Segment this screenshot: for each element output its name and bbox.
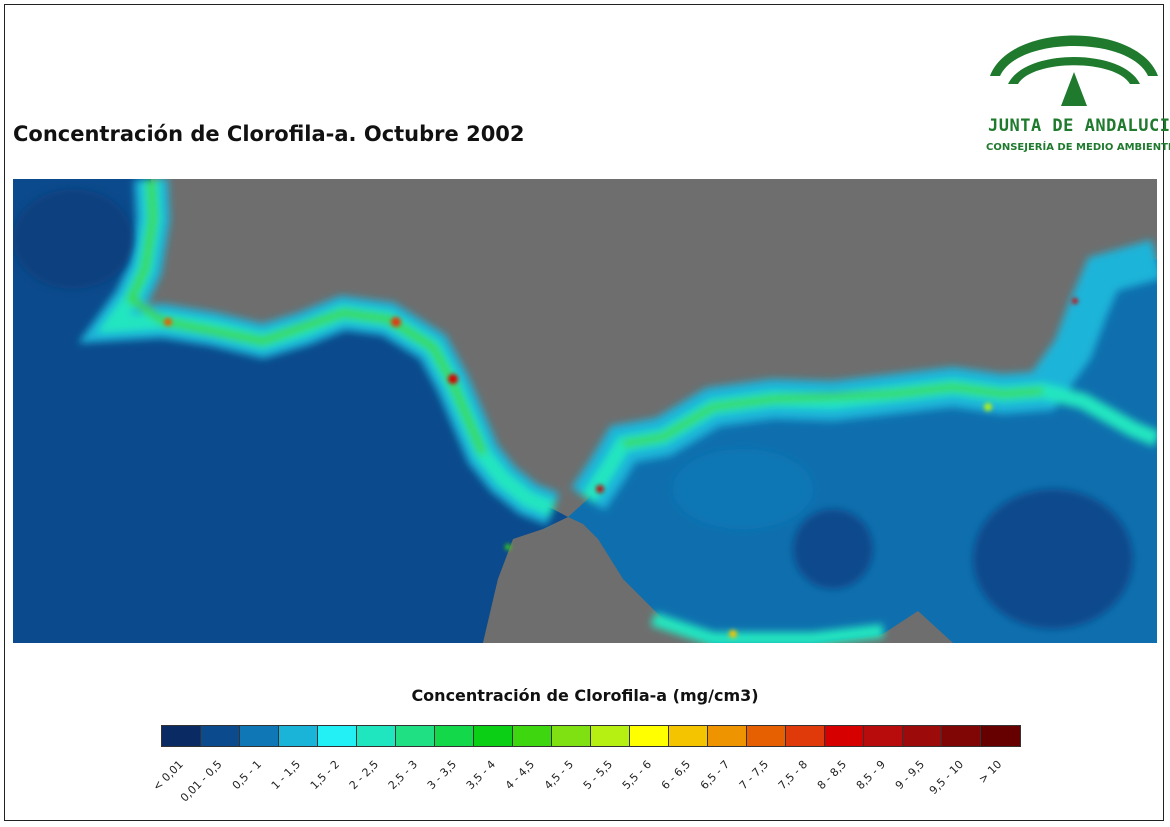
legend-swatch (279, 726, 318, 746)
legend-swatch (825, 726, 864, 746)
legend-swatch (903, 726, 942, 746)
legend-color-scale (161, 725, 1021, 747)
legend-class-label: 9 - 9,5 (892, 757, 927, 793)
legend-swatch (474, 726, 513, 746)
legend-class-label: 7 - 7,5 (736, 757, 771, 793)
legend-swatch (942, 726, 981, 746)
legend-swatch (240, 726, 279, 746)
legend-class-label: 8 - 8,5 (814, 757, 849, 793)
coastal-bloom-mediterranean (571, 239, 1157, 643)
legend-class-label: 8,5 - 9 (853, 757, 888, 793)
legend-class-label: 2,5 - 3 (385, 757, 420, 793)
junta-logo: JUNTA DE ANDALUCIA CONSEJERÍA DE MEDIO A… (980, 14, 1170, 164)
legend-class-label: 4,5 - 5 (541, 757, 576, 793)
junta-arch-emblem-icon (990, 35, 1158, 106)
legend-class-label: 0,5 - 1 (229, 757, 264, 793)
legend-swatch (630, 726, 669, 746)
legend-class-label: 6 - 6,5 (658, 757, 693, 793)
legend-swatch (981, 726, 1020, 746)
legend-class-label: 6,5 - 7 (697, 757, 732, 793)
legend-class-label: 2 - 2,5 (346, 757, 381, 793)
chlorophyll-map (13, 179, 1157, 643)
legend-class-label: 4 - 4,5 (502, 757, 537, 793)
chlorophyll-hotspots (164, 298, 1078, 638)
legend-swatch (435, 726, 474, 746)
legend-swatch (201, 726, 240, 746)
legend-swatch (396, 726, 435, 746)
legend-class-label: 3 - 3,5 (424, 757, 459, 793)
legend-swatch (786, 726, 825, 746)
legend-class-label: 9,5 - 10 (926, 757, 966, 798)
map-title: Concentración de Clorofila-a. Octubre 20… (13, 122, 525, 146)
legend-class-label: > 10 (975, 757, 1004, 786)
legend-swatch (513, 726, 552, 746)
legend-swatch (669, 726, 708, 746)
legend-swatch (162, 726, 201, 746)
legend-swatch (708, 726, 747, 746)
legend-title: Concentración de Clorofila-a (mg/cm3) (411, 686, 759, 705)
legend-class-label: 3,5 - 4 (463, 757, 498, 793)
legend-class-label: 1,5 - 2 (307, 757, 342, 793)
legend-class-label: 7,5 - 8 (775, 757, 810, 793)
legend-swatch (357, 726, 396, 746)
figure-frame (4, 4, 1164, 821)
morocco-land (483, 521, 673, 643)
legend-class-label: 5,5 - 6 (619, 757, 654, 793)
map-canvas (13, 179, 1157, 643)
legend-class-label: 1 - 1,5 (268, 757, 303, 793)
legend-swatch (747, 726, 786, 746)
coastal-bloom-atlantic (78, 179, 560, 525)
legend-swatch (318, 726, 357, 746)
deep-water-patches (13, 189, 1133, 629)
logo-institution-name: JUNTA DE ANDALUCIA (988, 116, 1170, 136)
legend-swatch (591, 726, 630, 746)
legend-swatch (864, 726, 903, 746)
legend-class-label: 5 - 5,5 (580, 757, 615, 793)
logo-department: CONSEJERÍA DE MEDIO AMBIENTE (986, 142, 1170, 153)
legend-swatch (552, 726, 591, 746)
atlantic-water (13, 179, 568, 643)
